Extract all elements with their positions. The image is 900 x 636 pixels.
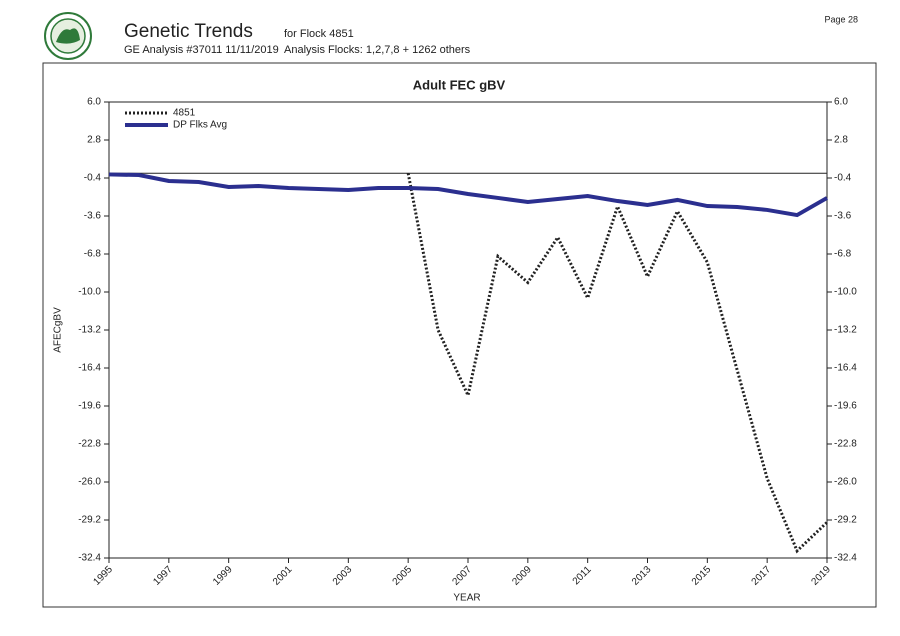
y-tick-label: -13.2 <box>78 325 101 336</box>
y-tick-label: 6.0 <box>87 97 101 108</box>
y-tick-label: -6.8 <box>84 249 102 260</box>
y-tick-label: -29.2 <box>78 515 101 526</box>
y-tick-label: -32.4 <box>78 553 101 564</box>
x-tick-label: 1995 <box>91 564 115 588</box>
flocks: Analysis Flocks: 1,2,7,8 + 1262 others <box>284 44 471 56</box>
series-line <box>108 172 828 218</box>
x-tick-label: 2001 <box>271 564 295 588</box>
y-tick-label: 2.8 <box>87 135 101 146</box>
y2-tick-label: -0.4 <box>834 173 852 184</box>
logo <box>44 12 92 60</box>
x-tick-label: 1997 <box>151 564 175 588</box>
chart-frame <box>42 62 877 608</box>
series-line <box>406 172 829 554</box>
y2-tick-label: -16.4 <box>834 363 857 374</box>
y2-tick-label: -10.0 <box>834 287 857 298</box>
x-axis-label: YEAR <box>453 593 480 604</box>
x-tick-label: 2019 <box>809 564 833 588</box>
y-tick-label: -19.6 <box>78 401 101 412</box>
x-tick-label: 1999 <box>211 564 235 588</box>
report-title: Genetic Trends <box>124 21 253 42</box>
plot-area <box>108 101 828 559</box>
y-tick-label: -10.0 <box>78 287 101 298</box>
y2-tick-label: -19.6 <box>834 401 857 412</box>
x-tick-label: 2003 <box>331 564 355 588</box>
y2-tick-label: -32.4 <box>834 553 857 564</box>
y-tick-label: -22.8 <box>78 439 101 450</box>
page-number: Page 28 <box>824 14 858 24</box>
y2-tick-label: -26.0 <box>834 477 857 488</box>
y2-tick-label: -29.2 <box>834 515 857 526</box>
x-tick-label: 2009 <box>510 564 534 588</box>
x-tick-label: 2011 <box>571 564 594 587</box>
y-tick-label: -3.6 <box>84 211 102 222</box>
x-tick-label: 2015 <box>690 564 714 588</box>
y-tick-label: -0.4 <box>84 173 102 184</box>
y2-tick-label: -6.8 <box>834 249 852 260</box>
y2-tick-label: 2.8 <box>834 135 848 146</box>
x-tick-label: 2013 <box>630 564 654 588</box>
legend-label: DP Flks Avg <box>173 120 227 131</box>
y-axis-label: AFECgBV <box>53 307 64 353</box>
y2-tick-label: -13.2 <box>834 325 857 336</box>
x-tick-label: 2007 <box>450 564 474 588</box>
y-tick-label: -16.4 <box>78 363 101 374</box>
y-tick-label: -26.0 <box>78 477 101 488</box>
chart-title: Adult FEC gBV <box>413 77 506 92</box>
flock: for Flock 4851 <box>284 28 354 40</box>
x-tick-label: 2005 <box>391 564 415 588</box>
legend-label: 4851 <box>173 108 196 119</box>
analysis: GE Analysis #37011 11/11/2019 <box>124 44 279 56</box>
x-tick-label: 2017 <box>750 564 774 588</box>
y2-tick-label: 6.0 <box>834 97 848 108</box>
y2-tick-label: -3.6 <box>834 211 852 222</box>
y2-tick-label: -22.8 <box>834 439 857 450</box>
